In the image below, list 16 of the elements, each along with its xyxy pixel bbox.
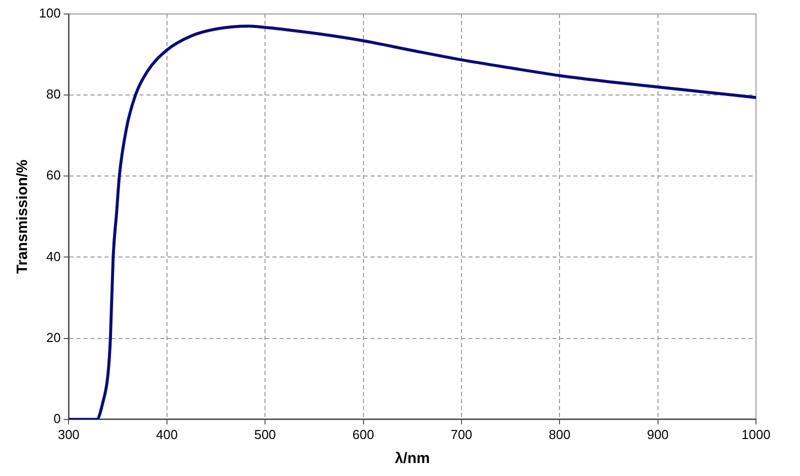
y-tick-label: 20 xyxy=(46,330,61,345)
x-tick-label: 1000 xyxy=(742,426,770,442)
x-axis-title: λ/nm xyxy=(394,450,430,468)
x-tick-label: 700 xyxy=(450,426,472,442)
y-tick-label: 100 xyxy=(38,6,61,21)
x-tick-label: 300 xyxy=(58,426,80,442)
y-tick-label: 80 xyxy=(46,86,61,102)
x-tick-label: 500 xyxy=(254,426,276,442)
x-tick-label: 800 xyxy=(548,426,570,442)
y-tick-label: 60 xyxy=(46,168,61,183)
y-tick-label: 0 xyxy=(53,410,61,426)
y-tick-label: 40 xyxy=(46,248,61,264)
x-tick-label: 900 xyxy=(646,426,669,442)
y-axis-title: Transmission/% xyxy=(14,160,32,274)
x-tick-label: 400 xyxy=(156,426,178,442)
x-tick-label: 600 xyxy=(352,426,374,442)
